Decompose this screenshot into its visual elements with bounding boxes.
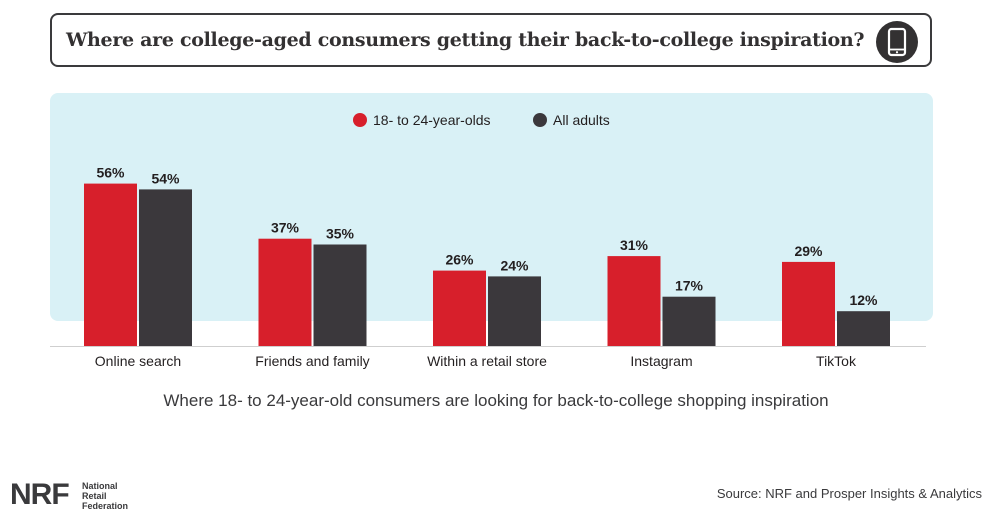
bar-chart: 18- to 24-year-olds All adults 56% 54% Onl…	[50, 93, 933, 369]
category-label-3: Instagram	[630, 353, 692, 369]
bar-series-2-3	[662, 296, 716, 346]
bar-series-1-4	[782, 261, 835, 346]
data-label-series-2-0: 54%	[151, 170, 180, 186]
data-label-series-1-3: 31%	[620, 237, 649, 253]
category-label-2: Within a retail store	[427, 353, 547, 369]
logo-mark: NRF	[10, 478, 70, 511]
bar-series-2-1	[313, 244, 367, 346]
bars-group: 56% 54% Online search 37% 35% Friends and fam…	[84, 165, 890, 369]
bar-series-1-3	[607, 256, 661, 346]
legend-label-series-2: All adults	[553, 112, 610, 128]
legend-label-series-1: 18- to 24-year-olds	[373, 112, 491, 128]
data-label-series-2-3: 17%	[675, 278, 704, 294]
data-label-series-1-4: 29%	[794, 243, 823, 259]
logo-line-2: Retail	[82, 491, 107, 501]
data-label-series-2-2: 24%	[500, 257, 529, 273]
source-note: Source: NRF and Prosper Insights & Analy…	[716, 486, 982, 501]
bar-series-2-4	[837, 311, 890, 346]
category-label-1: Friends and family	[255, 353, 369, 369]
bar-series-1-0	[84, 183, 137, 346]
legend-swatch-series-2	[533, 113, 547, 127]
page-title: Where are college-aged consumers getting…	[66, 29, 865, 51]
data-label-series-2-4: 12%	[849, 292, 878, 308]
chart-caption: Where 18- to 24-year-old consumers are l…	[163, 391, 829, 410]
legend-swatch-series-1	[353, 113, 367, 127]
logo-wordmark: National Retail Federation	[82, 481, 128, 511]
logo-line-1: National	[82, 481, 118, 491]
category-label-0: Online search	[95, 353, 181, 369]
data-label-series-1-1: 37%	[271, 220, 300, 236]
bar-series-1-2	[433, 270, 486, 346]
nrf-logo: NRF National Retail Federation	[10, 478, 150, 512]
data-label-series-1-2: 26%	[445, 252, 474, 268]
bar-series-1-1	[258, 238, 312, 346]
data-label-series-2-1: 35%	[326, 226, 355, 242]
bar-series-2-0	[139, 189, 192, 346]
title-box: Where are college-aged consumers getting…	[50, 13, 932, 67]
bar-series-2-2	[488, 276, 541, 346]
legend: 18- to 24-year-olds All adults	[353, 112, 610, 128]
logo-line-3: Federation	[82, 501, 129, 511]
smartphone-icon	[876, 21, 918, 63]
category-label-4: TikTok	[816, 353, 857, 369]
data-label-series-1-0: 56%	[96, 165, 125, 181]
